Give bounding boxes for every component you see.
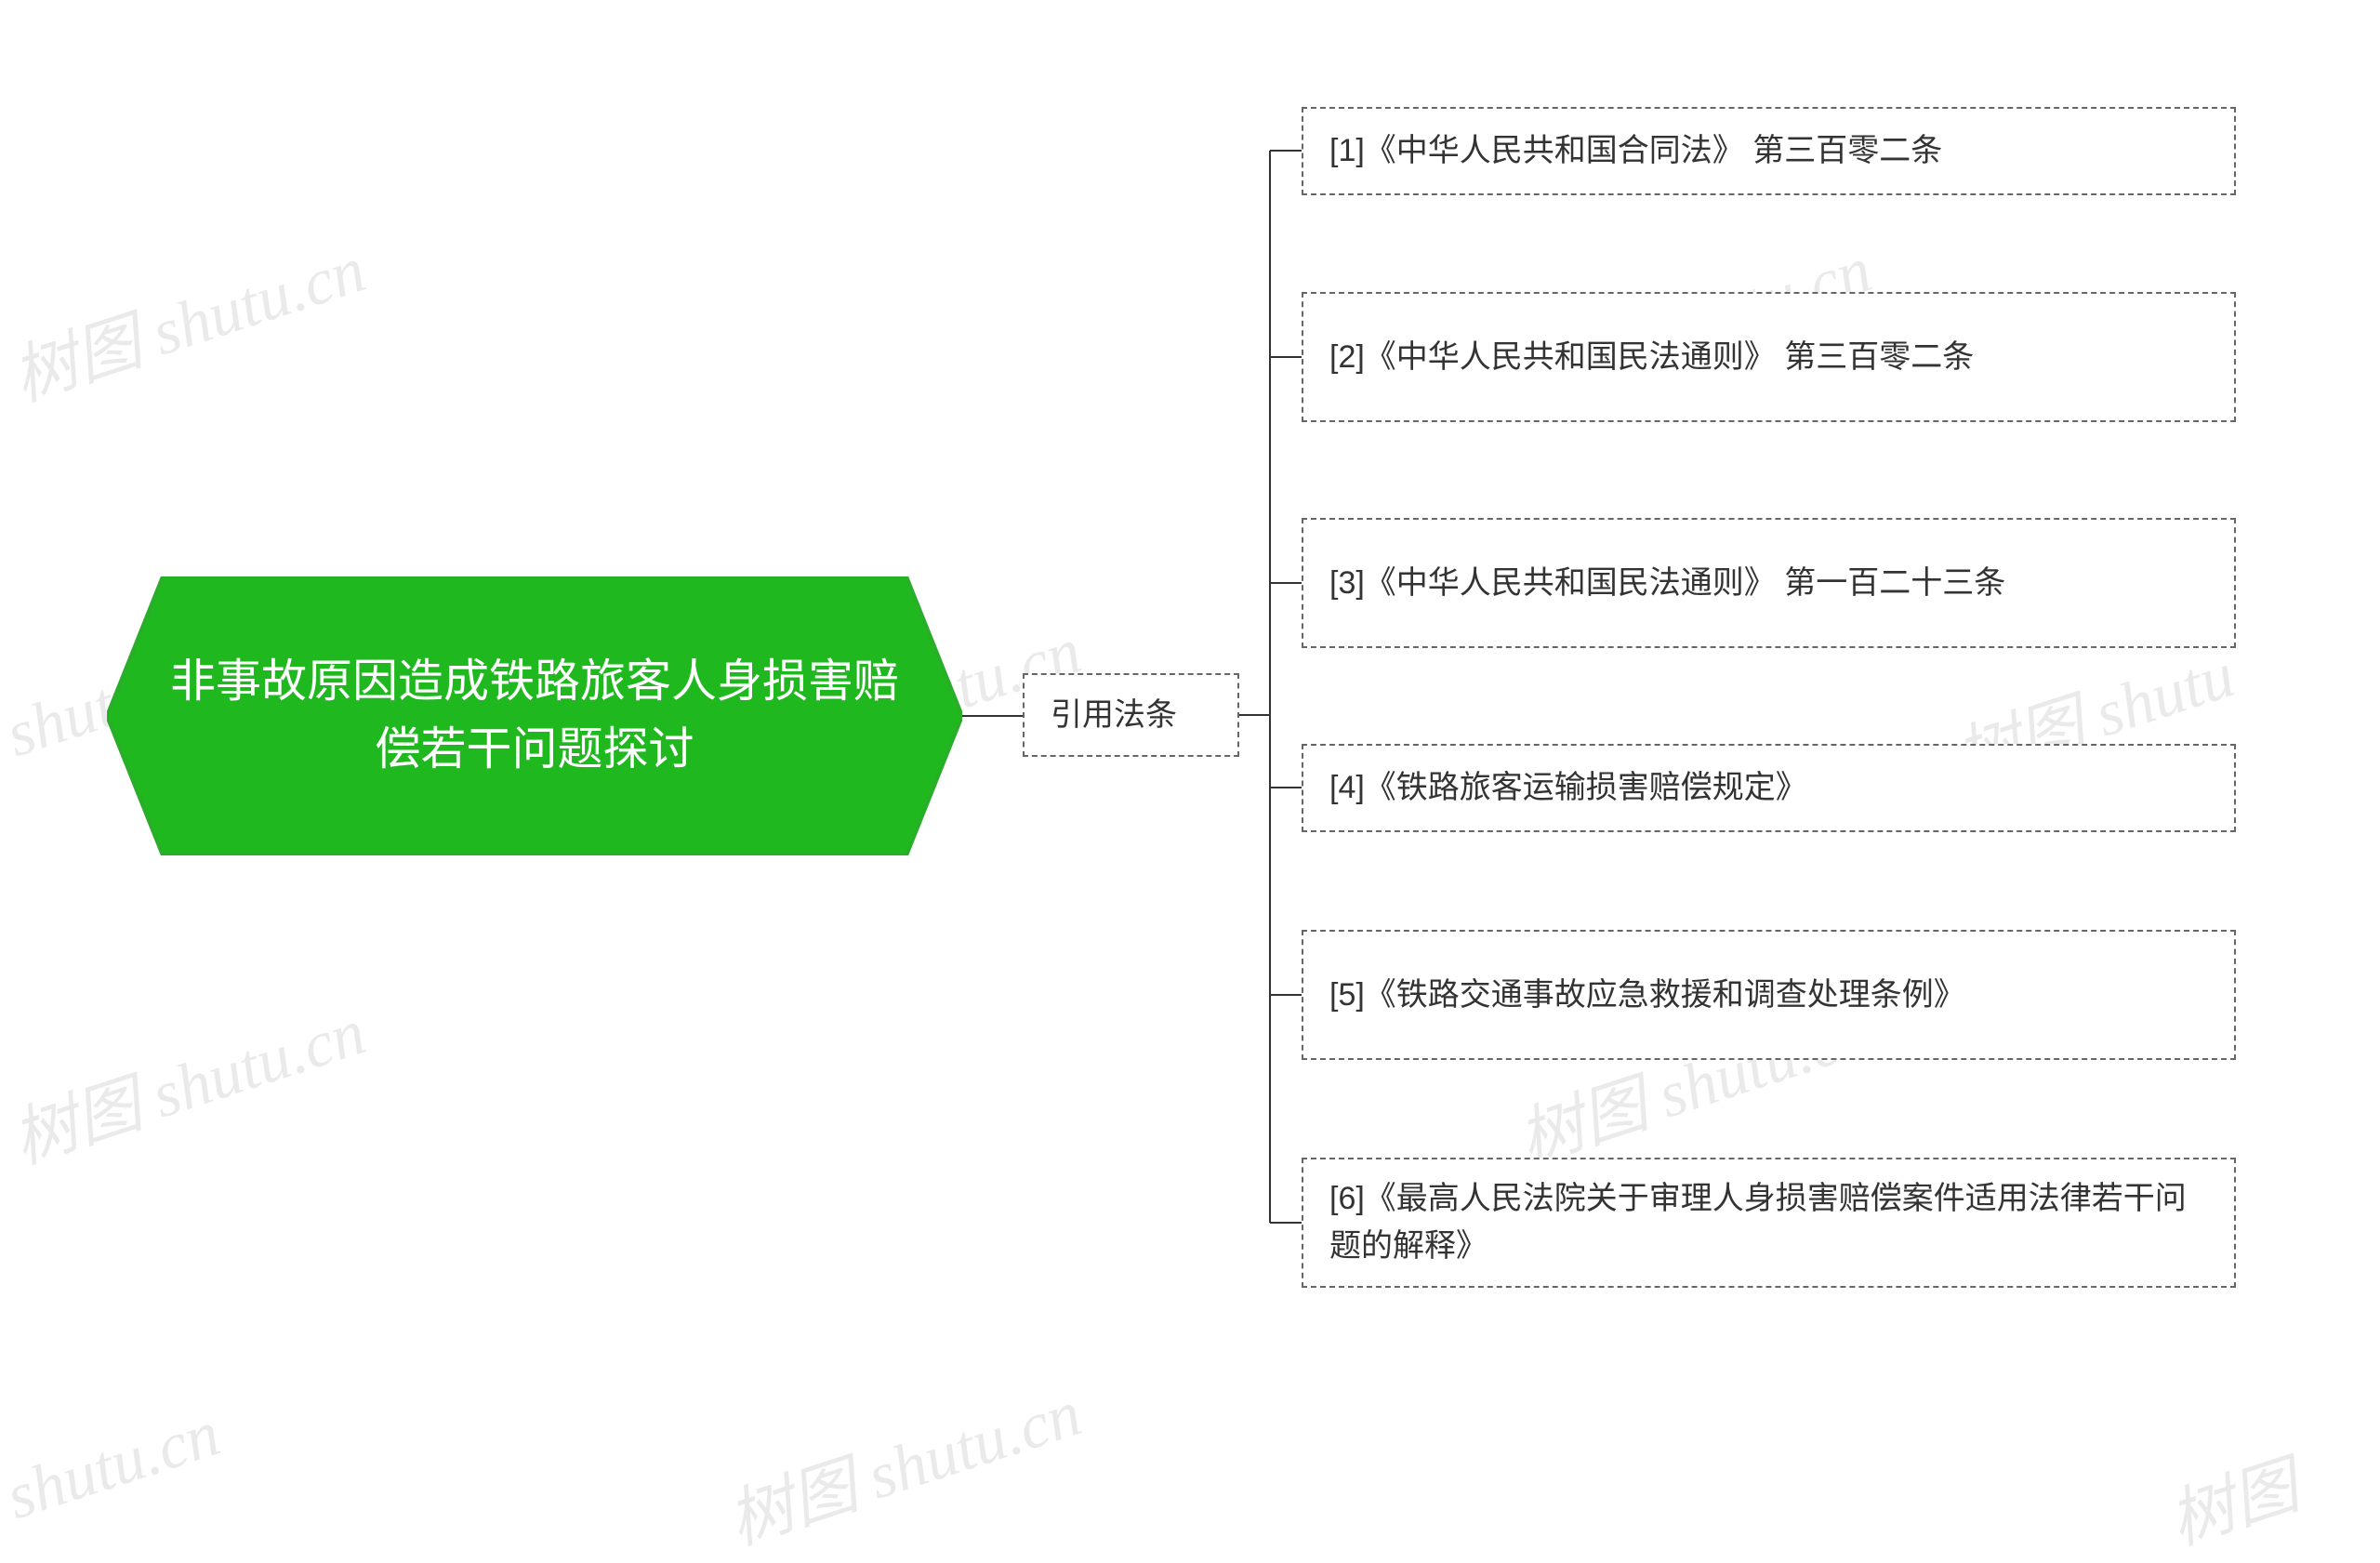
leaf-node-text: [1]《中华人民共和国合同法》 第三百零二条: [1329, 127, 1942, 175]
mindmap-canvas: 树图 shutu.cn树图 shutu.cn树图 shutu.cn树图 shut…: [0, 0, 2380, 1477]
leaf-node-text: [6]《最高人民法院关于审理人身损害赔偿案件适用法律若干问题的解释》: [1329, 1175, 2203, 1270]
root-node[interactable]: 非事故原因造成铁路旅客人身损害赔偿若干问题探讨: [107, 576, 962, 855]
leaf-node-3[interactable]: [3]《中华人民共和国民法通则》 第一百二十三条: [1302, 518, 2236, 648]
leaf-node-5[interactable]: [5]《铁路交通事故应急救援和调查处理条例》: [1302, 930, 2236, 1060]
leaf-node-text: [3]《中华人民共和国民法通则》 第一百二十三条: [1329, 560, 2005, 607]
middle-node-text: 引用法条: [1051, 692, 1177, 739]
leaf-node-6[interactable]: [6]《最高人民法院关于审理人身损害赔偿案件适用法律若干问题的解释》: [1302, 1158, 2236, 1288]
leaf-node-1[interactable]: [1]《中华人民共和国合同法》 第三百零二条: [1302, 107, 2236, 195]
leaf-node-4[interactable]: [4]《铁路旅客运输损害赔偿规定》: [1302, 744, 2236, 832]
middle-node[interactable]: 引用法条: [1023, 673, 1239, 757]
leaf-node-2[interactable]: [2]《中华人民共和国民法通则》 第三百零二条: [1302, 292, 2236, 422]
leaf-node-text: [5]《铁路交通事故应急救援和调查处理条例》: [1329, 972, 1965, 1019]
leaf-node-text: [4]《铁路旅客运输损害赔偿规定》: [1329, 764, 1807, 812]
root-node-text: 非事故原因造成铁路旅客人身损害赔偿若干问题探讨: [153, 648, 916, 785]
leaf-node-text: [2]《中华人民共和国民法通则》 第三百零二条: [1329, 334, 1974, 381]
nodes-layer: 非事故原因造成铁路旅客人身损害赔偿若干问题探讨 引用法条 [1]《中华人民共和国…: [0, 0, 2380, 1477]
